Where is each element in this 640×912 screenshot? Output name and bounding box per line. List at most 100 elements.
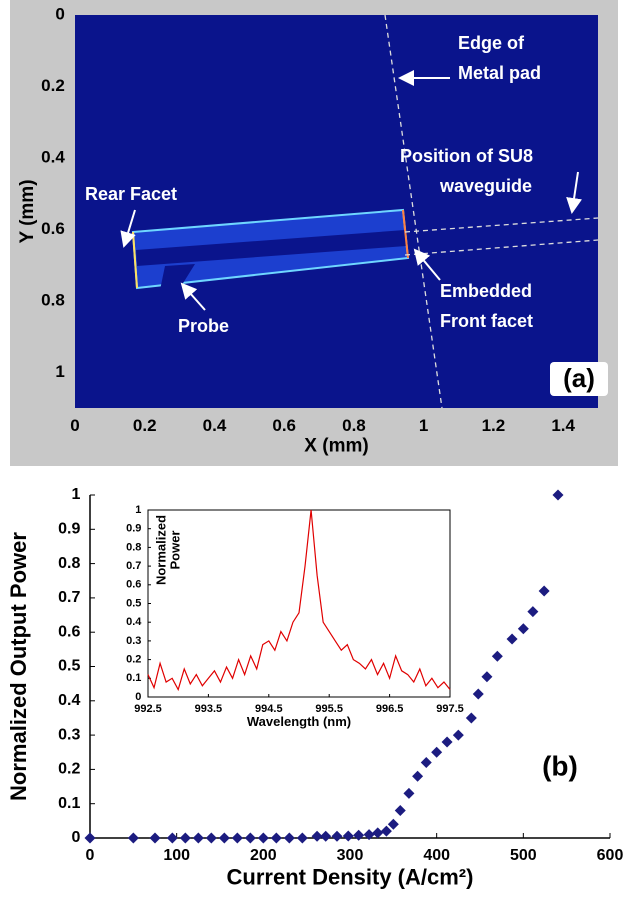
- panel-label-box: [550, 362, 608, 396]
- x-tick-label: 0.2: [133, 416, 157, 435]
- data-point: [166, 832, 178, 844]
- y-axis-title: Normalized Output Power: [6, 532, 31, 801]
- data-point: [331, 830, 343, 842]
- y-tick-label: 0: [135, 691, 141, 703]
- data-point: [387, 818, 399, 830]
- data-point: [218, 832, 230, 844]
- y-tick-label: 0.7: [58, 589, 80, 606]
- y-tick-label: 0.6: [41, 219, 65, 238]
- y-tick-label: 0.8: [41, 290, 65, 309]
- data-point: [320, 830, 332, 842]
- x-tick-label: 995.5: [315, 703, 343, 715]
- annotation: Position of SU8: [400, 146, 533, 166]
- data-point: [380, 825, 392, 837]
- y-axis-title: Power: [168, 530, 183, 569]
- annotation: Embedded: [440, 281, 532, 301]
- data-point: [205, 832, 217, 844]
- x-tick-label: 996.5: [376, 703, 404, 715]
- annotation: Front facet: [440, 311, 533, 331]
- x-tick-label: 1: [419, 416, 428, 435]
- y-tick-label: 0.1: [126, 672, 141, 684]
- data-point: [441, 736, 453, 748]
- y-tick-label: 0.3: [58, 726, 80, 743]
- y-tick-label: 0.2: [41, 76, 65, 95]
- data-point: [452, 729, 464, 741]
- y-tick-label: 0.8: [58, 555, 80, 572]
- y-tick-label: 0.6: [126, 579, 141, 591]
- x-tick-label: 600: [597, 847, 624, 864]
- annotation: Edge of: [458, 33, 525, 53]
- spectrum-line: [147, 509, 451, 692]
- panel-label: (a): [563, 363, 595, 393]
- data-point: [420, 757, 432, 769]
- data-point: [372, 827, 384, 839]
- data-point: [296, 832, 308, 844]
- data-point: [149, 832, 161, 844]
- x-tick-label: 993.5: [195, 703, 223, 715]
- y-tick-label: 0.4: [41, 147, 65, 166]
- data-point: [517, 623, 529, 635]
- y-tick-label: 0: [71, 829, 80, 846]
- y-tick-label: 0.9: [58, 521, 80, 538]
- x-tick-label: 200: [250, 847, 277, 864]
- y-tick-label: 0.7: [126, 560, 141, 572]
- data-point: [472, 688, 484, 700]
- y-axis-title: Y (mm): [17, 179, 38, 243]
- inset-frame: [147, 509, 451, 698]
- annotation: Probe: [178, 316, 229, 336]
- dashed-guides: [384, 14, 599, 409]
- arrows: [120, 70, 582, 311]
- x-tick-label: 0.6: [272, 416, 296, 435]
- y-tick-label: 1: [71, 486, 80, 503]
- y-tick-label: 0.4: [58, 692, 80, 709]
- data-point: [538, 585, 550, 597]
- x-tick-label: 1.4: [551, 416, 575, 435]
- x-tick-label: 300: [337, 847, 364, 864]
- data-point: [127, 832, 139, 844]
- y-tick-label: 0.2: [58, 761, 80, 778]
- data-point: [342, 830, 354, 842]
- y-tick-label: 0.8: [126, 541, 141, 553]
- data-point: [353, 829, 365, 841]
- x-tick-label: 992.5: [134, 703, 162, 715]
- data-point: [179, 832, 191, 844]
- x-axis-title: X (mm): [304, 436, 368, 457]
- y-tick-label: 0.6: [58, 623, 80, 640]
- data-point: [311, 830, 323, 842]
- data-point: [465, 712, 477, 724]
- y-tick-label: 0.9: [126, 523, 141, 535]
- data-point: [412, 770, 424, 782]
- data-point: [363, 829, 375, 841]
- panel-label: (b): [542, 750, 578, 781]
- y-tick-label: 0: [55, 4, 64, 23]
- y-tick-label: 0.4: [126, 616, 142, 628]
- data-point: [481, 671, 493, 683]
- data-point: [244, 832, 256, 844]
- y-tick-label: 0.5: [58, 658, 80, 675]
- annotation: Metal pad: [458, 63, 541, 83]
- x-tick-label: 400: [423, 847, 450, 864]
- y-axis-title: Normalized: [153, 515, 168, 585]
- annotation: Rear Facet: [85, 184, 177, 204]
- y-tick-label: 0.2: [126, 654, 141, 666]
- x-tick-label: 100: [163, 847, 190, 864]
- data-point: [431, 746, 443, 758]
- data-point: [527, 606, 539, 618]
- data-point: [270, 832, 282, 844]
- data-point: [506, 633, 518, 645]
- x-tick-label: 500: [510, 847, 537, 864]
- data-point: [231, 832, 243, 844]
- data-point: [84, 832, 96, 844]
- data-point: [552, 489, 564, 501]
- x-tick-label: 994.5: [255, 703, 283, 715]
- device-shape: [131, 208, 410, 290]
- x-tick-label: 997.5: [436, 703, 464, 715]
- x-tick-label: 0: [70, 416, 79, 435]
- x-tick-label: 0: [86, 847, 95, 864]
- x-tick-label: 1.2: [482, 416, 506, 435]
- y-tick-label: 0.3: [126, 635, 141, 647]
- x-tick-label: 0.4: [203, 416, 227, 435]
- data-point: [257, 832, 269, 844]
- x-axis-title: Current Density (A/cm²): [227, 865, 474, 890]
- data-point: [283, 832, 295, 844]
